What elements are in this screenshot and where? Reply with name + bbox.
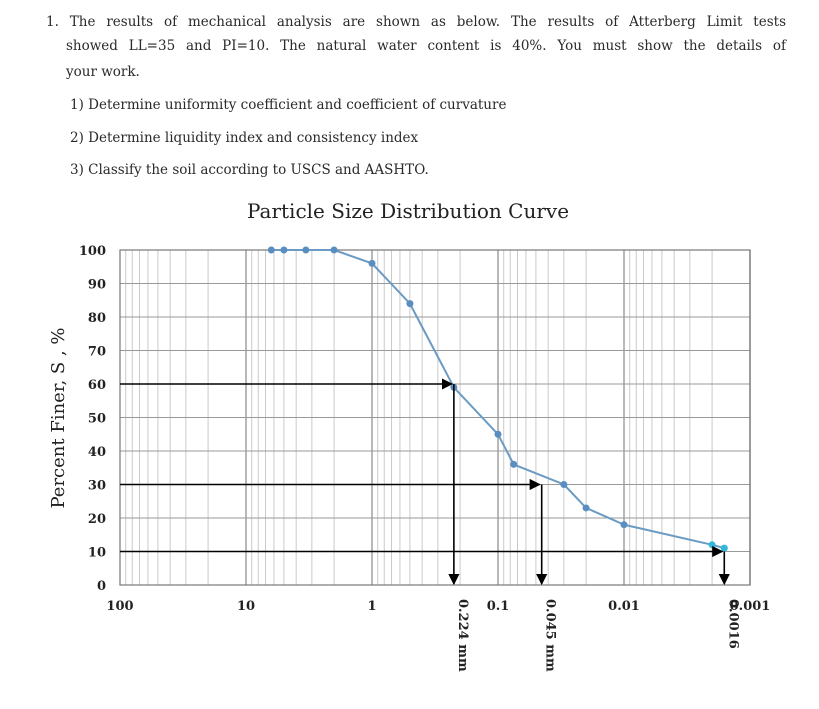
- data-point: [267, 246, 275, 254]
- data-point: [302, 246, 310, 254]
- curve-series: [267, 246, 728, 552]
- y-tick-label: 80: [88, 311, 106, 326]
- data-point: [510, 460, 518, 468]
- y-tick-label: 90: [88, 278, 106, 293]
- y-tick-label: 0: [97, 579, 106, 594]
- data-point: [494, 430, 502, 438]
- data-point: [560, 481, 568, 488]
- data-point: [720, 544, 728, 552]
- annotation-label: 0.0016: [725, 599, 740, 649]
- data-point: [708, 541, 716, 549]
- y-tick-label: 70: [88, 345, 106, 360]
- task-3: 3) Classify the soil according to USCS a…: [70, 162, 429, 178]
- task-1: 1) Determine uniformity coefficient and …: [70, 97, 507, 113]
- task-2: 2) Determine liquidity index and consist…: [70, 130, 419, 146]
- plot-frame: [119, 249, 751, 586]
- y-tick-label: 10: [88, 546, 106, 561]
- y-tick-label: 40: [88, 445, 106, 460]
- y-tick-label: 20: [88, 512, 106, 527]
- x-tick-label: 0.001: [730, 599, 771, 614]
- grid: [120, 249, 751, 586]
- x-tick-label: 10: [237, 599, 255, 614]
- y-tick-label: 30: [88, 479, 106, 494]
- question-text-1: 1. The results of mechanical analysis ar…: [46, 14, 786, 30]
- y-tick-label: 100: [79, 244, 106, 259]
- annotation-label: 0.045 mm: [543, 599, 558, 672]
- x-tick-label: 0.1: [487, 599, 510, 614]
- question-text-2: showed LL=35 and PI=10. The natural wate…: [66, 38, 786, 54]
- data-point: [620, 521, 628, 529]
- data-point: [330, 246, 338, 254]
- annotations: 0.224 mm 0.045 mm 0.0016: [120, 378, 740, 672]
- annotation-label: 0.224 mm: [455, 599, 470, 672]
- y-tick-label: 60: [88, 378, 106, 393]
- x-tick-label: 1: [367, 599, 376, 614]
- data-point: [582, 504, 590, 512]
- data-point: [406, 300, 414, 308]
- chart-title: Particle Size Distribution Curve: [247, 199, 569, 223]
- y-axis-label: Percent Finer, S , %: [48, 327, 69, 508]
- series-line: [271, 249, 725, 550]
- data-point: [368, 259, 376, 267]
- x-tick-label: 0.01: [608, 599, 640, 614]
- axes: 0 10 20 30 40 50 60 70 80 90 100 100 10 1 0.1 0.01 0.001: [79, 244, 771, 614]
- question-text-3: your work.: [66, 64, 140, 80]
- y-tick-label: 50: [88, 412, 106, 427]
- data-point: [280, 246, 288, 254]
- x-tick-label: 100: [106, 599, 133, 614]
